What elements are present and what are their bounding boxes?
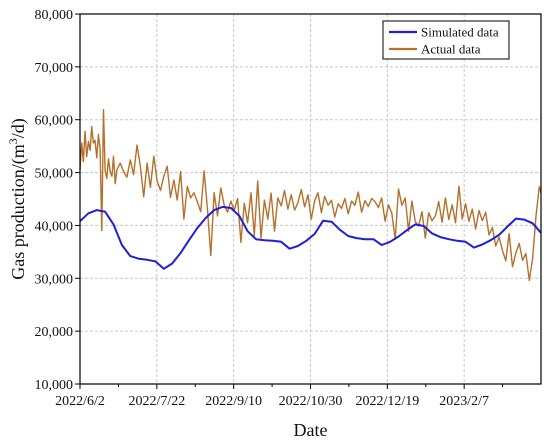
y-tick-label: 50,000 — [35, 167, 74, 182]
y-axis-ticks: 10,000 20,000 30,000 40,000 50,000 60,000 70,0… — [35, 8, 80, 393]
x-tick-label: 2022/7/22 — [128, 394, 185, 409]
y-tick-label: 30,000 — [35, 272, 74, 287]
x-axis-ticks: 2022/6/2 2022/7/22 2022/9/10 2022/10/30 2022… — [55, 384, 504, 409]
y-tick-label: 20,000 — [35, 325, 74, 340]
y-axis-title: Gas production/(m3/d) — [6, 118, 29, 279]
series-layer — [79, 108, 542, 282]
y-tick-label: 70,000 — [35, 61, 74, 76]
y-axis-title-superscript: 3 — [6, 138, 20, 144]
legend-box — [382, 20, 510, 60]
legend-label-simulated: Simulated data — [421, 25, 499, 40]
series-line-simulated — [79, 205, 542, 270]
series-line-actual — [79, 108, 542, 282]
y-tick-label: 80,000 — [35, 8, 74, 23]
y-tick-label: 40,000 — [35, 219, 74, 234]
x-tick-label: 2022/9/10 — [205, 394, 262, 409]
x-tick-label: 2022/12/19 — [355, 394, 419, 409]
gridlines — [80, 14, 541, 384]
y-axis-title-main: Gas production/(m — [8, 144, 29, 279]
legend: Simulated data Actual data — [382, 20, 510, 60]
x-axis-title: Date — [294, 420, 328, 440]
x-tick-label: 2022/6/2 — [55, 394, 105, 409]
x-tick-label: 2023/2/7 — [439, 394, 489, 409]
legend-label-actual: Actual data — [421, 42, 481, 57]
y-axis-title-tail: /d) — [8, 118, 29, 138]
y-tick-label: 10,000 — [35, 378, 74, 393]
x-tick-label: 2022/10/30 — [279, 394, 343, 409]
y-tick-label: 60,000 — [35, 114, 74, 129]
